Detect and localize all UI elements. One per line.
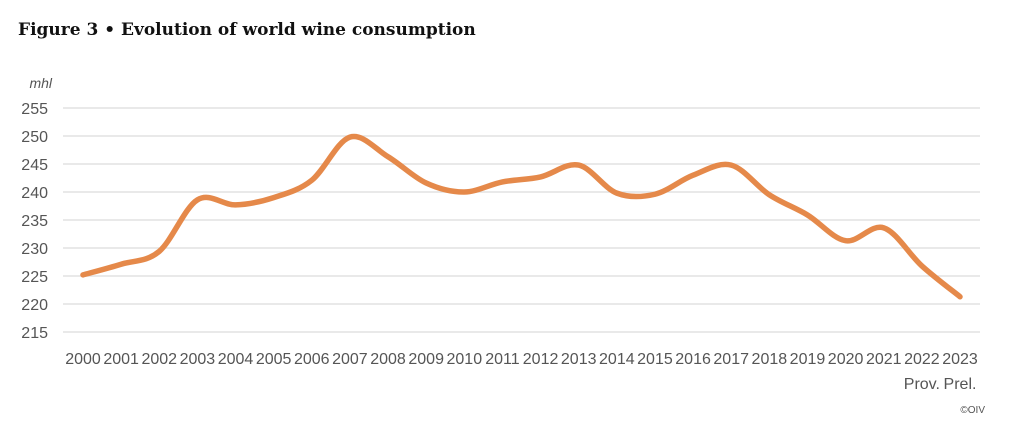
x-tick-label: 2002 xyxy=(141,351,177,368)
x-tick-label: 2022 xyxy=(904,351,940,368)
y-tick-label: 250 xyxy=(21,129,48,146)
y-axis-unit: mhl xyxy=(29,75,52,91)
x-tick-label: 2018 xyxy=(752,351,788,368)
x-tick-label: 2011 xyxy=(485,351,520,368)
chart-title: Figure 3 • Evolution of world wine consu… xyxy=(18,20,476,40)
y-tick-label: 230 xyxy=(21,241,48,258)
x-tick-label: 2021 xyxy=(866,351,902,368)
x-tick-label: 2006 xyxy=(294,351,330,368)
x-tick-label: 2019 xyxy=(790,351,826,368)
x-tick-label: 2007 xyxy=(332,351,368,368)
x-tick-label: 2015 xyxy=(637,351,673,368)
y-tick-label: 235 xyxy=(21,213,48,230)
x-tick-label: 2012 xyxy=(523,351,559,368)
y-tick-label: 255 xyxy=(21,101,48,118)
x-tick-label: 2020 xyxy=(828,351,864,368)
x-tick-label: 2003 xyxy=(180,351,216,368)
x-tick-label: 2009 xyxy=(408,351,444,368)
series-line xyxy=(80,133,963,300)
x-tick-label: 2001 xyxy=(103,351,139,368)
x-tick-label: 2013 xyxy=(561,351,597,368)
x-tick-label: 2010 xyxy=(447,351,483,368)
x-tick-label: 2016 xyxy=(675,351,711,368)
x-tick-sublabel: Prel. xyxy=(944,376,977,393)
y-tick-label: 220 xyxy=(21,297,48,314)
x-tick-label: 2000 xyxy=(65,351,101,368)
y-tick-label: 225 xyxy=(21,269,48,286)
x-tick-label: 2023 xyxy=(942,351,978,368)
x-tick-label: 2004 xyxy=(218,351,254,368)
y-tick-label: 240 xyxy=(21,185,48,202)
y-tick-label: 245 xyxy=(21,157,48,174)
x-tick-label: 2014 xyxy=(599,351,635,368)
x-tick-label: 2017 xyxy=(713,351,749,368)
x-tick-label: 2005 xyxy=(256,351,292,368)
copyright: ©OIV xyxy=(960,405,985,416)
x-tick-sublabel: Prov. xyxy=(904,376,940,393)
x-tick-label: 2008 xyxy=(370,351,406,368)
y-tick-label: 215 xyxy=(21,325,48,342)
